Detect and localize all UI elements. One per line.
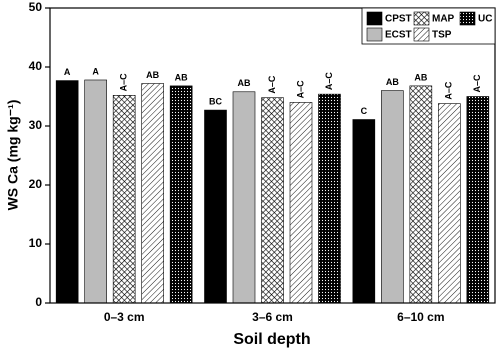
legend-label: MAP [432, 14, 455, 25]
value-label: A–C [267, 75, 277, 94]
value-label: A–C [324, 72, 334, 91]
value-label: AB [414, 72, 427, 82]
x-tick-label: 0–3 cm [104, 310, 145, 324]
bar [289, 102, 313, 304]
legend-label: ECST [385, 30, 412, 41]
bar [261, 97, 284, 304]
value-label: AB [146, 70, 159, 80]
bar [466, 96, 490, 304]
value-label: A–C [295, 80, 305, 99]
bar [318, 93, 341, 304]
value-label: A–C [472, 74, 482, 93]
legend-swatch [413, 11, 430, 26]
bar [381, 90, 404, 304]
bar [55, 80, 79, 304]
value-label: A–C [119, 73, 129, 92]
x-tick-label: 3–6 cm [252, 310, 293, 324]
plot-frame [49, 7, 496, 304]
y-tick-label: 0 [35, 295, 42, 309]
legend-label: TSP [432, 30, 452, 41]
value-label: A–C [444, 81, 454, 100]
bar [352, 119, 376, 304]
x-axis-title: Soil depth [233, 331, 310, 348]
y-tick-label: 50 [29, 0, 43, 14]
bar [112, 95, 136, 304]
value-label: C [361, 106, 368, 116]
value-label: AB [175, 72, 188, 82]
legend-label: UC [478, 14, 492, 25]
y-tick-label: 20 [29, 177, 43, 191]
legend-swatch [459, 11, 476, 26]
legend-swatch [366, 11, 383, 26]
y-axis-title: WS Ca (mg kg⁻¹) [5, 100, 21, 211]
value-label: AB [386, 77, 399, 87]
bar [84, 79, 107, 304]
x-tick-label: 6–10 cm [397, 310, 444, 324]
value-label: AB [238, 78, 251, 88]
bar [141, 83, 164, 304]
value-label: A [92, 66, 99, 76]
value-label: A [64, 67, 71, 77]
y-tick-label: 40 [29, 59, 43, 73]
bar [409, 85, 433, 304]
y-tick-label: 10 [29, 236, 43, 250]
legend-label: CPST [385, 14, 412, 25]
y-tick-label: 30 [29, 118, 43, 132]
bar [204, 109, 227, 304]
bar [169, 85, 193, 304]
legend-swatch [413, 27, 430, 42]
bar [438, 103, 461, 304]
bar [232, 91, 256, 304]
legend-swatch [366, 27, 383, 42]
value-label: BC [209, 96, 222, 106]
